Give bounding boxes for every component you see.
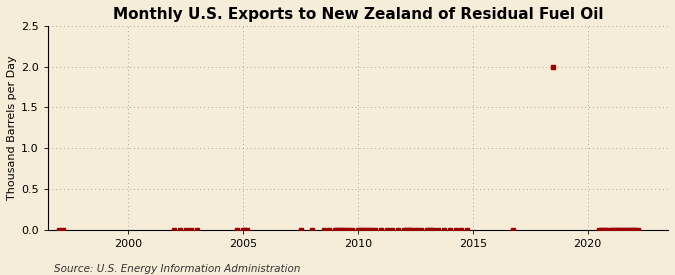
Text: Source: U.S. Energy Information Administration: Source: U.S. Energy Information Administ… [54, 264, 300, 274]
Y-axis label: Thousand Barrels per Day: Thousand Barrels per Day [7, 56, 17, 200]
Title: Monthly U.S. Exports to New Zealand of Residual Fuel Oil: Monthly U.S. Exports to New Zealand of R… [113, 7, 603, 22]
